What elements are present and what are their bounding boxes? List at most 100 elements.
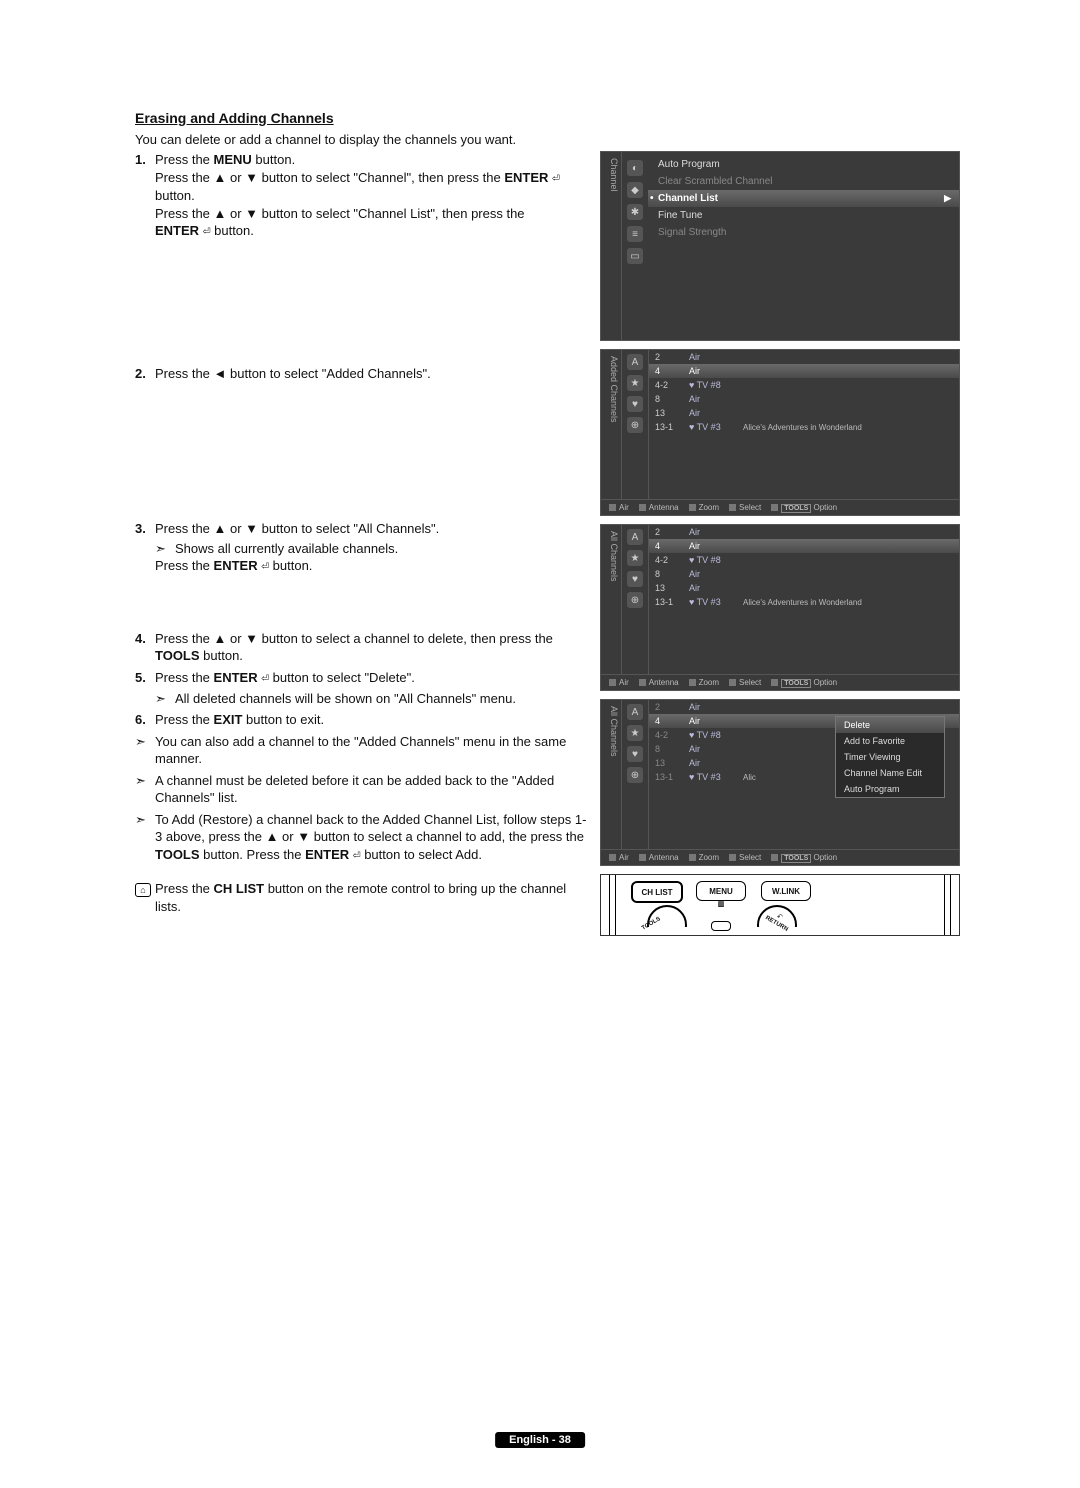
- fig-side-label: All Channels: [601, 700, 622, 849]
- return-arrow-icon: ↶: [777, 913, 783, 921]
- channel-desc: Alice's Adventures in Wonderland: [743, 423, 953, 432]
- channel-row: 4Air: [649, 539, 959, 553]
- channel-number: 13-1: [655, 597, 681, 607]
- footer-item: Antenna: [639, 503, 679, 512]
- channel-number: 8: [655, 744, 681, 754]
- chlist-icon-strip: A ★ ♥ ⊕: [622, 525, 649, 674]
- step-1: 1. Press the MENU button. Press the ▲ or…: [135, 151, 587, 241]
- figure-channel-menu: Channel ◐ ◆ ✱ ≡ ▭ Auto Program Clear Scr…: [600, 151, 960, 341]
- category-icon: A: [627, 529, 643, 545]
- figures-column: Channel ◐ ◆ ✱ ≡ ▭ Auto Program Clear Scr…: [600, 151, 960, 936]
- footer-item: TOOLS Option: [771, 853, 837, 862]
- remote-hint: ⌂ Press the CH LIST button on the remote…: [135, 880, 587, 915]
- chlist-icon-strip: A ★ ♥ ⊕: [622, 700, 649, 849]
- channel-row: 13-1♥ TV #3Alice's Adventures in Wonderl…: [649, 595, 959, 609]
- figure-all-channels: All Channels A ★ ♥ ⊕ 2Air4Air4-2♥ TV #88…: [600, 524, 960, 691]
- category-icon: ♥: [627, 746, 643, 762]
- footer-item: Zoom: [689, 678, 719, 687]
- channel-number: 8: [655, 569, 681, 579]
- channel-label: ♥ TV #3: [689, 772, 735, 782]
- footer-item: TOOLS Option: [771, 678, 837, 687]
- channel-label: ♥ TV #8: [689, 555, 735, 565]
- remote-button-menu: MENU ▥: [696, 881, 746, 901]
- channel-number: 8: [655, 394, 681, 404]
- remote-icon: ⌂: [135, 880, 155, 915]
- figure-all-channels-popup: All Channels A ★ ♥ ⊕ 2Air4Air4-2♥ TV #88…: [600, 699, 960, 866]
- footer-item: Zoom: [689, 503, 719, 512]
- popup-item: Add to Favorite: [836, 733, 944, 749]
- footer-item: TOOLS Option: [771, 503, 837, 512]
- menu-row: Clear Scrambled Channel: [648, 173, 959, 190]
- menu-row: Signal Strength: [648, 224, 959, 241]
- footer-item: Select: [729, 503, 761, 512]
- fig-side-label: Channel: [601, 152, 622, 340]
- channel-row: 4Air: [649, 364, 959, 378]
- channel-label: ♥ TV #3: [689, 597, 735, 607]
- channel-label: Air: [689, 408, 735, 418]
- channel-label: ♥ TV #8: [689, 730, 735, 740]
- category-icon: A: [627, 704, 643, 720]
- note-2: ➣ A channel must be deleted before it ca…: [135, 772, 587, 807]
- channel-number: 13-1: [655, 772, 681, 782]
- category-icon: ★: [627, 375, 643, 391]
- popup-item: Auto Program: [836, 781, 944, 797]
- category-icon: ★: [627, 725, 643, 741]
- footer-item: Air: [609, 853, 629, 862]
- channel-row: 13 Air: [649, 406, 959, 420]
- instruction-column: 1. Press the MENU button. Press the ▲ or…: [135, 151, 587, 916]
- note-arrow-icon: ➣: [155, 540, 175, 558]
- note-3: ➣ To Add (Restore) a channel back to the…: [135, 811, 587, 865]
- channel-row: 4-2 ♥ TV #8: [649, 378, 959, 392]
- popup-item: Delete: [836, 717, 944, 733]
- channel-number: 13: [655, 758, 681, 768]
- footer-item: Select: [729, 853, 761, 862]
- menu-icon: ✱: [627, 204, 643, 220]
- menu-row: Fine Tune: [648, 207, 959, 224]
- menu-row-selected: Channel List: [648, 190, 959, 207]
- footer-item: Air: [609, 678, 629, 687]
- remote-button-wlink: W.LINK: [761, 881, 811, 901]
- channel-number: 13: [655, 583, 681, 593]
- channel-label: Air: [689, 569, 735, 579]
- category-icon: ♥: [627, 571, 643, 587]
- step-2: 2. Press the ◄ button to select "Added C…: [135, 365, 587, 383]
- popup-item: Channel Name Edit: [836, 765, 944, 781]
- channel-row: 2Air: [649, 350, 959, 364]
- channel-number: 2: [655, 527, 681, 537]
- footer-item: Antenna: [639, 678, 679, 687]
- channel-number: 4: [655, 541, 681, 551]
- channel-label: Air: [689, 702, 735, 712]
- enter-icon: ⏎: [261, 559, 269, 574]
- note-arrow-icon: ➣: [155, 690, 175, 708]
- channel-label: Air: [689, 583, 735, 593]
- channel-label: Air: [689, 352, 735, 362]
- channel-label: ♥ TV #8: [689, 380, 735, 390]
- category-icon: ⊕: [627, 417, 643, 433]
- channel-label: Air: [689, 527, 735, 537]
- page-footer: English - 38: [495, 1432, 585, 1448]
- channel-number: 4-2: [655, 380, 681, 390]
- menu-icon: ◐: [627, 160, 643, 176]
- channel-row: 4-2 ♥ TV #8: [649, 553, 959, 567]
- footer-item: Zoom: [689, 853, 719, 862]
- channel-label: Air: [689, 758, 735, 768]
- remote-button-chlist: CH LIST: [631, 881, 683, 903]
- figure-remote: CH LIST MENU ▥ W.LINK TOOLS ↶ RETURN: [600, 874, 960, 936]
- category-icon: ⊕: [627, 592, 643, 608]
- note-1: ➣ You can also add a channel to the "Add…: [135, 733, 587, 768]
- channel-number: 4-2: [655, 555, 681, 565]
- channel-row: 13-1 ♥ TV #3 Alice's Adventures in Wonderl…: [649, 420, 959, 434]
- note-arrow-icon: ➣: [135, 772, 155, 807]
- note-arrow-icon: ➣: [135, 733, 155, 768]
- footer-item: Air: [609, 503, 629, 512]
- channel-number: 13: [655, 408, 681, 418]
- menu-row: Auto Program: [648, 156, 959, 173]
- channel-label: ♥ TV #3: [689, 422, 735, 432]
- channel-label: Air: [689, 394, 735, 404]
- channel-number: 13-1: [655, 422, 681, 432]
- footer-item: Select: [729, 678, 761, 687]
- context-popup: DeleteAdd to FavoriteTimer ViewingChanne…: [835, 716, 945, 798]
- note-arrow-icon: ➣: [135, 811, 155, 865]
- figure-added-channels: Added Channels A ★ ♥ ⊕ 2Air4Air4-2♥ TV #…: [600, 349, 960, 516]
- step-5: 5. Press the ENTER ⏎ button to select "D…: [135, 669, 587, 707]
